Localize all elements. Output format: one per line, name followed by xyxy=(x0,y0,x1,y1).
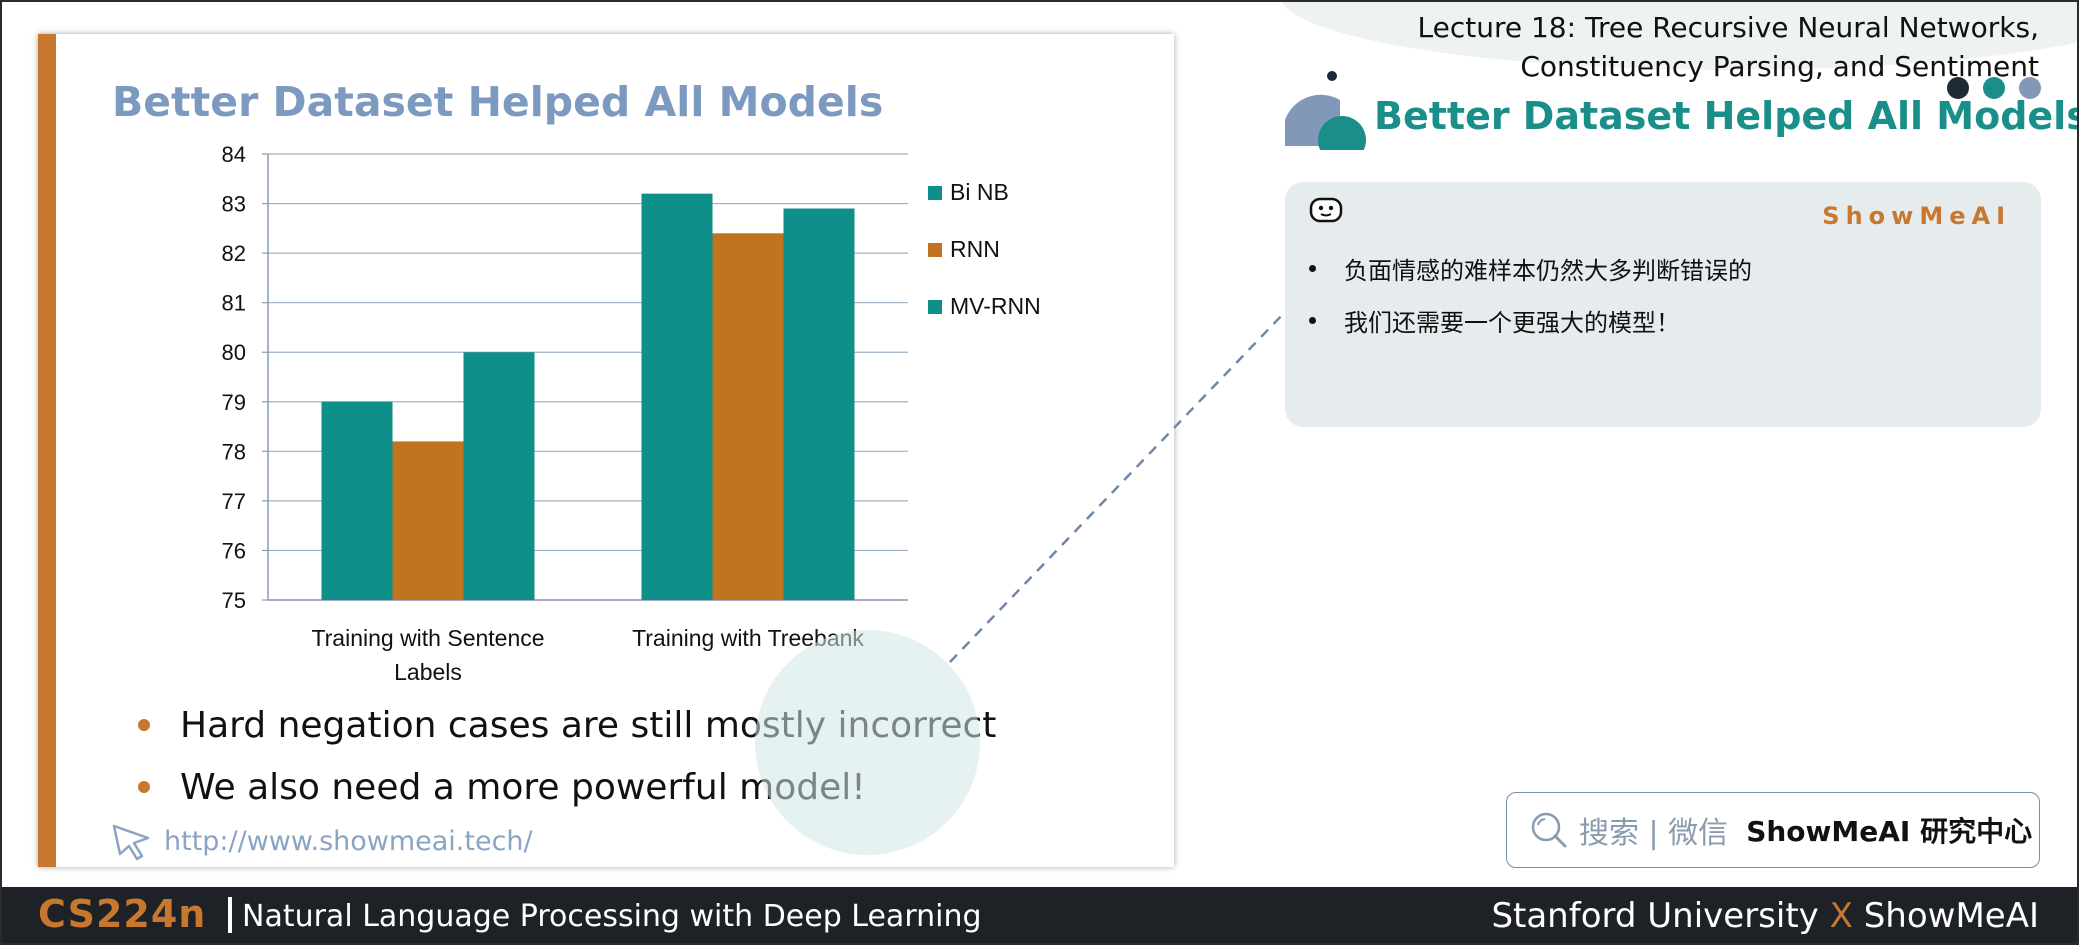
url-row[interactable]: http://www.showmeai.tech/ xyxy=(108,818,533,864)
x-tick-label: Training with Sentence xyxy=(311,625,544,651)
bar xyxy=(321,401,393,600)
y-tick-label: 76 xyxy=(222,538,246,563)
y-tick-label: 84 xyxy=(222,142,246,167)
y-tick-label: 80 xyxy=(222,340,246,365)
search-icon xyxy=(1531,812,1567,848)
y-tick-label: 82 xyxy=(222,241,246,266)
y-tick-label: 83 xyxy=(222,192,246,217)
lecture-title: Lecture 18: Tree Recursive Neural Networ… xyxy=(1418,8,2039,86)
slide-accent-bar xyxy=(38,34,56,867)
bar xyxy=(463,352,535,600)
note-list: 负面情感的难样本仍然大多判断错误的 我们还需要一个更强大的模型！ xyxy=(1309,242,1752,346)
y-tick-label: 75 xyxy=(222,588,246,613)
x-tick-label: Labels xyxy=(394,659,462,685)
legend-label: MV-RNN xyxy=(950,293,1041,319)
note-text: 负面情感的难样本仍然大多判断错误的 xyxy=(1344,256,1752,285)
y-tick-label: 81 xyxy=(222,291,246,316)
note-item: 我们还需要一个更强大的模型！ xyxy=(1309,294,1752,346)
showmeai-brand: ShowMeAI xyxy=(1822,202,2011,230)
decorative-dots xyxy=(1947,77,2041,99)
search-box[interactable]: 搜索 | 微信 ShowMeAI 研究中心 xyxy=(1506,792,2040,868)
footer-bar: CS224n Natural Language Processing with … xyxy=(0,887,2079,945)
bullet-dot xyxy=(138,781,150,793)
showmeai-link[interactable]: http://www.showmeai.tech/ xyxy=(164,825,533,857)
bullet-dot xyxy=(138,719,150,731)
footer-org-showmeai: ShowMeAI xyxy=(1863,896,2039,936)
footer-orgs: Stanford University X ShowMeAI xyxy=(1491,896,2039,936)
slide-panel: Better Dataset Helped All Models 75 76 77 7… xyxy=(38,34,1174,867)
legend-label: RNN xyxy=(950,236,1000,262)
note-text: 我们还需要一个更强大的模型！ xyxy=(1344,308,1680,337)
bar xyxy=(783,208,855,600)
y-tick-label: 79 xyxy=(222,390,246,415)
note-card: ShowMeAI 负面情感的难样本仍然大多判断错误的 我们还需要一个更强大的模型… xyxy=(1285,182,2041,427)
bar xyxy=(712,233,784,601)
bullet-text: We also need a more powerful model! xyxy=(180,766,866,808)
course-code: CS224n xyxy=(38,892,207,936)
slide-bullet: We also need a more powerful model! xyxy=(138,756,996,818)
legend-swatch xyxy=(928,300,942,314)
cursor-icon xyxy=(112,824,150,861)
footer-x: X xyxy=(1829,896,1853,936)
bar-chart: 75 76 77 78 79 80 81 82 83 84 Training with Senten… xyxy=(222,142,1041,685)
decorative-shapes xyxy=(1285,71,1366,150)
y-tick-label: 78 xyxy=(222,439,246,464)
right-title: Better Dataset Helped All Models xyxy=(1374,94,2079,138)
course-name: Natural Language Processing with Deep Le… xyxy=(242,899,982,934)
search-label: 搜索 | 微信 xyxy=(1579,816,1729,851)
legend-label: Bi NB xyxy=(950,179,1009,205)
bar xyxy=(392,441,464,600)
legend-swatch xyxy=(928,243,942,257)
bar xyxy=(641,193,713,600)
bullet-dot xyxy=(1309,316,1316,324)
robot-icon xyxy=(1309,197,1343,223)
magnifier-lens xyxy=(755,630,980,855)
footer-divider xyxy=(228,897,232,933)
lecture-title-line: Lecture 18: Tree Recursive Neural Networ… xyxy=(1417,11,2039,44)
note-item: 负面情感的难样本仍然大多判断错误的 xyxy=(1309,242,1752,294)
search-brand: ShowMeAI 研究中心 xyxy=(1746,815,2033,848)
slide-title: Better Dataset Helped All Models xyxy=(112,78,884,126)
footer-org-stanford: Stanford University xyxy=(1491,896,1819,936)
y-tick-label: 77 xyxy=(222,489,246,514)
bullet-dot xyxy=(1309,264,1316,272)
legend-swatch xyxy=(928,186,942,200)
lecture-title-line: Constituency Parsing, and Sentiment xyxy=(1520,50,2039,83)
